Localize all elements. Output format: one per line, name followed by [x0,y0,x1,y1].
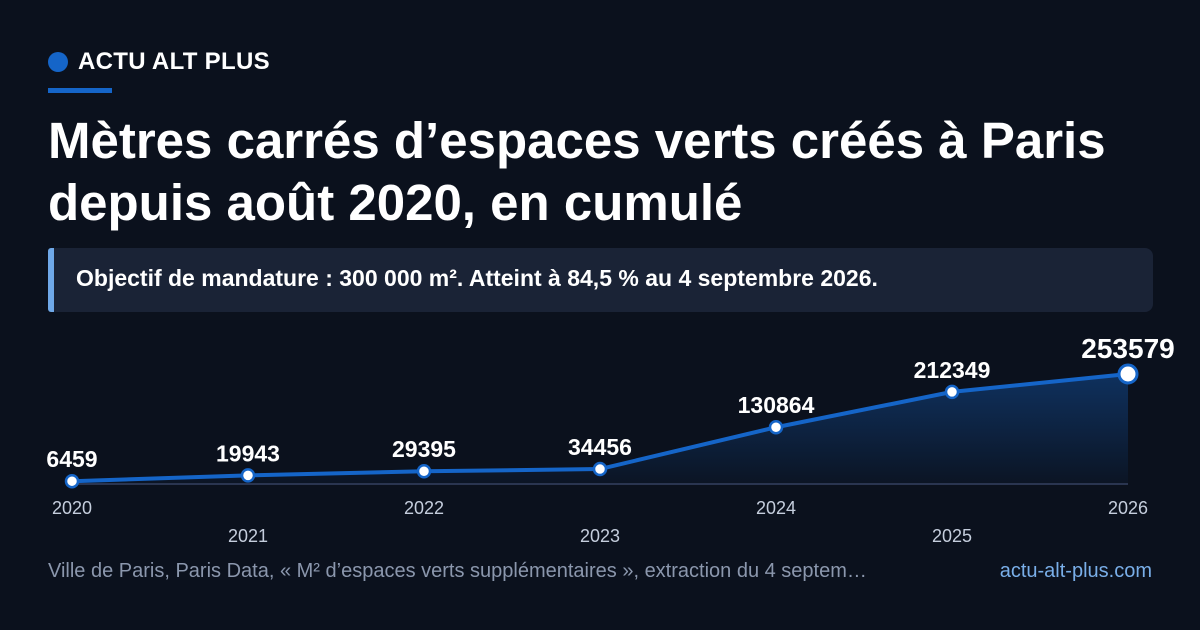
data-label: 6459 [46,446,97,472]
brand-dot-icon [48,52,68,72]
x-tick-label: 2022 [404,498,444,518]
callout-box: Objectif de mandature : 300 000 m². Atte… [48,248,1153,312]
data-label: 19943 [216,440,280,466]
data-label: 34456 [568,434,632,460]
callout-text: Objectif de mandature : 300 000 m². Atte… [76,265,878,291]
data-label: 29395 [392,436,456,462]
x-tick-label: 2021 [228,526,268,546]
area-fill [72,374,1128,484]
data-point [592,461,608,477]
x-tick-label: 2024 [756,498,796,518]
x-tick-label: 2026 [1108,498,1148,518]
data-label: 212349 [914,357,991,383]
brand-underline [48,88,112,93]
data-point [416,463,432,479]
brand-name: ACTU ALT PLUS [78,48,270,75]
footer-source: Ville de Paris, Paris Data, « M² d’espac… [48,560,867,582]
data-point [944,384,960,400]
x-tick-label: 2025 [932,526,972,546]
x-tick-label: 2020 [52,498,92,518]
data-point [64,473,80,489]
callout-accent-bar [48,248,54,312]
brand: ACTU ALT PLUS [48,48,270,76]
data-point [768,419,784,435]
data-point [240,468,256,483]
footer-site-link[interactable]: actu-alt-plus.com [999,560,1152,582]
cumulative-area-chart: 6459 2020 19943 2021 29395 2022 34456 2023 13086… [46,333,1174,546]
data-label: 130864 [738,392,815,418]
data-point-latest [1117,363,1139,385]
data-label: 253579 [1081,333,1174,364]
x-tick-label: 2023 [580,526,620,546]
page-title: Mètres carrés d’espaces verts créés à Pa… [48,112,1106,231]
